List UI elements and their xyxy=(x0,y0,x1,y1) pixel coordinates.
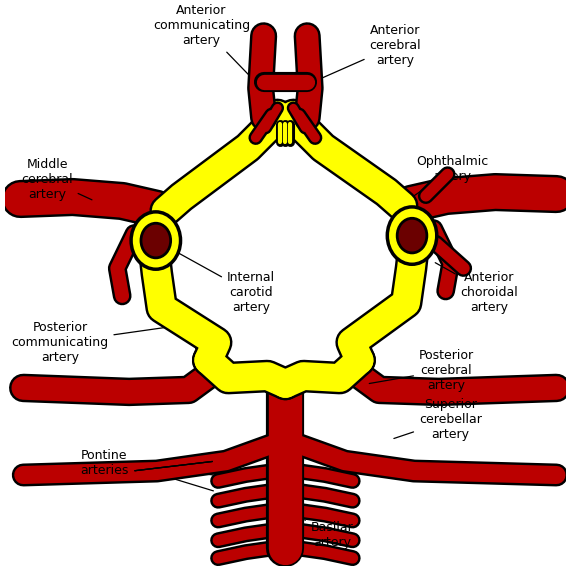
Text: Pontine
arteries: Pontine arteries xyxy=(80,449,129,477)
Text: Ophthalmic
artery: Ophthalmic artery xyxy=(411,155,488,199)
Text: Internal
carotid
artery: Internal carotid artery xyxy=(178,253,275,315)
Text: Anterior
cerebral
artery: Anterior cerebral artery xyxy=(312,24,421,82)
Text: Anterior
communicating
artery: Anterior communicating artery xyxy=(153,5,259,85)
Text: Superior
cerebellar
artery: Superior cerebellar artery xyxy=(394,398,482,441)
Ellipse shape xyxy=(141,223,171,258)
Ellipse shape xyxy=(397,218,427,253)
Ellipse shape xyxy=(131,212,180,269)
Text: Posterior
cerebral
artery: Posterior cerebral artery xyxy=(369,349,474,392)
Text: Anterior
choroidal
artery: Anterior choroidal artery xyxy=(435,263,518,315)
Text: Middle
cerebral
artery: Middle cerebral artery xyxy=(21,158,92,201)
Text: Posterior
communicating
artery: Posterior communicating artery xyxy=(11,321,210,364)
Ellipse shape xyxy=(387,207,437,264)
Text: Basilar
artery: Basilar artery xyxy=(304,520,353,550)
